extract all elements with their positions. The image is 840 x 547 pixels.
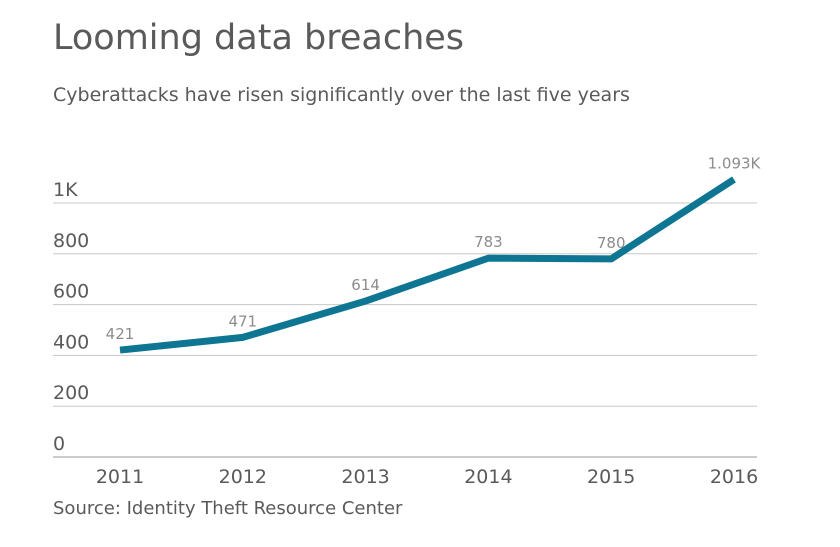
x-tick-label: 2013 bbox=[341, 466, 389, 488]
x-tick-label: 2014 bbox=[464, 466, 512, 488]
gridlines bbox=[53, 202, 757, 458]
data-label: 614 bbox=[351, 276, 380, 294]
chart-title: Looming data breaches bbox=[53, 18, 465, 58]
y-tick-label: 200 bbox=[53, 382, 89, 404]
data-label: 471 bbox=[228, 312, 257, 330]
data-label: 780 bbox=[597, 234, 626, 252]
chart-subtitle: Cyberattacks have risen significantly ov… bbox=[53, 84, 630, 106]
y-tick-label: 800 bbox=[53, 230, 89, 252]
x-tick-label: 2011 bbox=[96, 466, 144, 488]
x-tick-label: 2012 bbox=[219, 466, 267, 488]
x-tick-label: 2015 bbox=[587, 466, 635, 488]
x-axis-tick-labels: 2011 2012 2013 2014 2015 2016 bbox=[96, 466, 758, 488]
series-line-layer bbox=[119, 176, 736, 354]
data-label: 421 bbox=[106, 325, 135, 343]
source-note: Source: Identity Theft Resource Center bbox=[53, 498, 403, 519]
y-tick-label: 600 bbox=[53, 281, 89, 303]
y-tick-label: 400 bbox=[53, 331, 89, 353]
y-tick-label: 0 bbox=[53, 433, 65, 455]
data-label: 1.093K bbox=[708, 154, 762, 172]
x-tick-label: 2016 bbox=[710, 466, 758, 488]
y-axis-tick-labels: 0 200 400 600 800 1K bbox=[53, 179, 89, 455]
y-tick-label: 1K bbox=[53, 179, 78, 201]
data-label: 783 bbox=[474, 233, 503, 251]
series-line bbox=[119, 176, 736, 354]
data-labels: 421 471 614 783 780 1.093K bbox=[106, 154, 762, 343]
